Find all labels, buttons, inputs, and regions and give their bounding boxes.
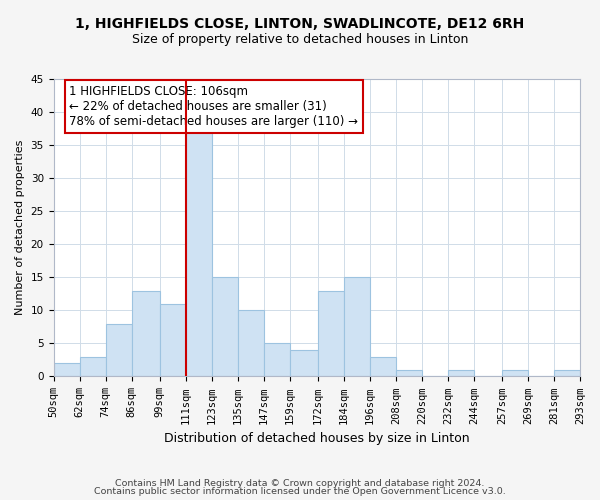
Bar	[53, 363, 80, 376]
Bar	[80, 356, 106, 376]
Bar	[212, 278, 238, 376]
Text: Size of property relative to detached houses in Linton: Size of property relative to detached ho…	[132, 32, 468, 46]
Bar	[396, 370, 422, 376]
Text: 1 HIGHFIELDS CLOSE: 106sqm
← 22% of detached houses are smaller (31)
78% of semi: 1 HIGHFIELDS CLOSE: 106sqm ← 22% of deta…	[70, 85, 358, 128]
Y-axis label: Number of detached properties: Number of detached properties	[15, 140, 25, 316]
Bar	[185, 132, 212, 376]
Bar	[160, 304, 185, 376]
Bar	[263, 344, 290, 376]
Bar	[502, 370, 528, 376]
Text: Contains public sector information licensed under the Open Government Licence v3: Contains public sector information licen…	[94, 487, 506, 496]
Bar	[318, 290, 344, 376]
Bar	[238, 310, 263, 376]
X-axis label: Distribution of detached houses by size in Linton: Distribution of detached houses by size …	[164, 432, 470, 445]
Bar	[554, 370, 580, 376]
Bar	[344, 278, 370, 376]
Bar	[370, 356, 396, 376]
Text: Contains HM Land Registry data © Crown copyright and database right 2024.: Contains HM Land Registry data © Crown c…	[115, 478, 485, 488]
Bar	[448, 370, 474, 376]
Bar	[290, 350, 318, 376]
Bar	[106, 324, 131, 376]
Bar	[131, 290, 160, 376]
Text: 1, HIGHFIELDS CLOSE, LINTON, SWADLINCOTE, DE12 6RH: 1, HIGHFIELDS CLOSE, LINTON, SWADLINCOTE…	[76, 18, 524, 32]
